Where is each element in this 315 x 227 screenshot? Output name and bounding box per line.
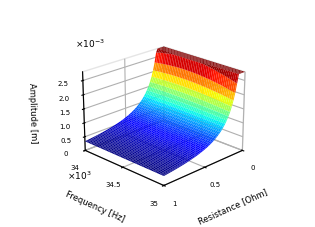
Text: $\times10^{3}$: $\times10^{3}$: [67, 169, 91, 181]
Text: $\times10^{-3}$: $\times10^{-3}$: [75, 38, 105, 50]
X-axis label: Resistance [Ohm]: Resistance [Ohm]: [197, 187, 269, 225]
Y-axis label: Frequency [Hz]: Frequency [Hz]: [64, 189, 126, 223]
